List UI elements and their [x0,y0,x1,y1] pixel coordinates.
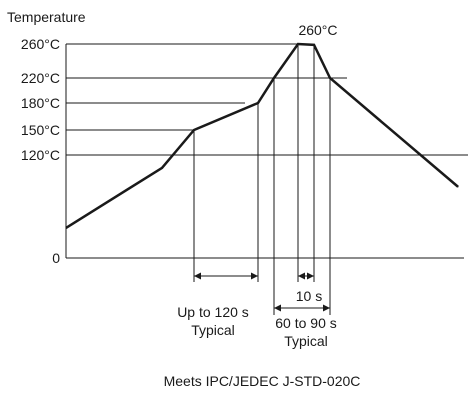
temperature-profile-line [65,42,459,230]
dimension-60-to-90s-arrow-left [274,304,281,312]
standard-footnote: Meets IPC/JEDEC J-STD-020C [164,373,361,389]
annotation-up-to-120s-typical: Typical [191,322,235,338]
dimension-10s-arrow-right [307,272,314,280]
dimension-up-to-120s-arrow-left [194,272,201,280]
dimension-10s-arrow-left [298,272,305,280]
profile-point-3 [257,102,259,104]
profile-point-8 [457,186,459,188]
profile-point-4 [273,77,275,79]
annotation-60-to-90s: 60 to 90 s [275,315,337,331]
dimension-up-to-120s-arrow-right [251,272,258,280]
y-axis-label: Temperature [7,9,86,25]
profile-point-0 [65,227,67,229]
dimension-60-to-90s-arrow-right [323,304,330,312]
profile-point-5 [297,43,299,45]
y-tick-label-120: 120°C [21,147,60,163]
profile-point-2 [193,129,195,131]
y-tick-label-220: 220°C [21,70,60,86]
annotation-60-to-90s-typical: Typical [284,333,328,349]
y-tick-label-180: 180°C [21,95,60,111]
y-tick-label-150: 150°C [21,122,60,138]
peak-temperature-label: 260°C [298,22,337,38]
profile-point-6 [313,44,315,46]
profile-point-1 [161,167,163,169]
y-tick-label-0: 0 [52,250,60,266]
y-tick-label-260: 260°C [21,36,60,52]
annotation-10s: 10 s [296,288,322,304]
profile-point-7 [329,77,331,79]
annotation-up-to-120s: Up to 120 s [177,304,249,320]
